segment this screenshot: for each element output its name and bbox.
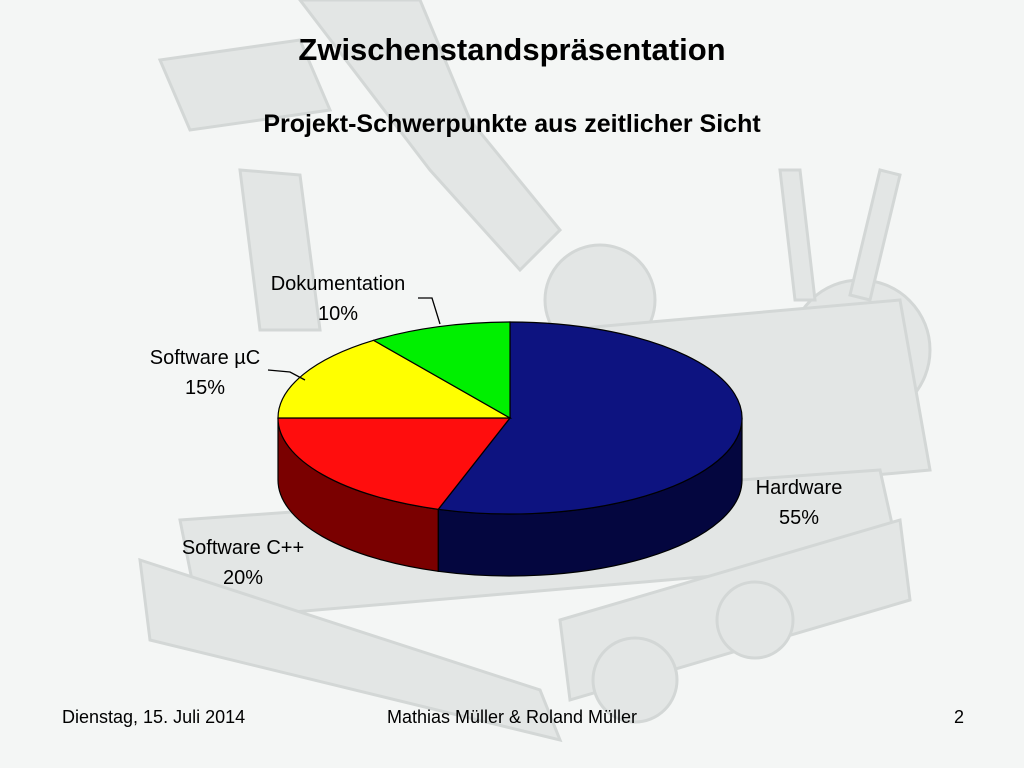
footer-page-number: 2 bbox=[953, 707, 964, 727]
pie-slice-software-c bbox=[277, 339, 513, 419]
pie-slice-hardware bbox=[437, 321, 743, 515]
pie-slice-dokumentation bbox=[372, 321, 511, 420]
slice-value-hardware: 55% bbox=[779, 507, 819, 529]
slice-value-software-c: 20% bbox=[223, 567, 263, 589]
footer-date: Dienstag, 15. Juli 2014 bbox=[62, 707, 246, 727]
slide-subtitle: Projekt-Schwerpunkte aus zeitlicher Sich… bbox=[263, 110, 761, 138]
slide-title: Zwischenstandspräsentation bbox=[298, 32, 726, 67]
pie-slice-software-c bbox=[277, 417, 512, 510]
slice-value-dokumentation: 10% bbox=[318, 303, 358, 325]
footer-authors: Mathias Müller & Roland Müller bbox=[386, 707, 638, 727]
leader-line-dokumentation bbox=[418, 297, 441, 325]
leader-line-software-c bbox=[267, 369, 306, 381]
slice-label-software-c: Software C++ bbox=[182, 537, 304, 559]
slice-label-software-c: Software µC bbox=[150, 347, 260, 369]
slice-value-software-c: 15% bbox=[185, 377, 225, 399]
slice-label-dokumentation: Dokumentation bbox=[271, 273, 406, 295]
slice-label-hardware: Hardware bbox=[756, 477, 843, 499]
